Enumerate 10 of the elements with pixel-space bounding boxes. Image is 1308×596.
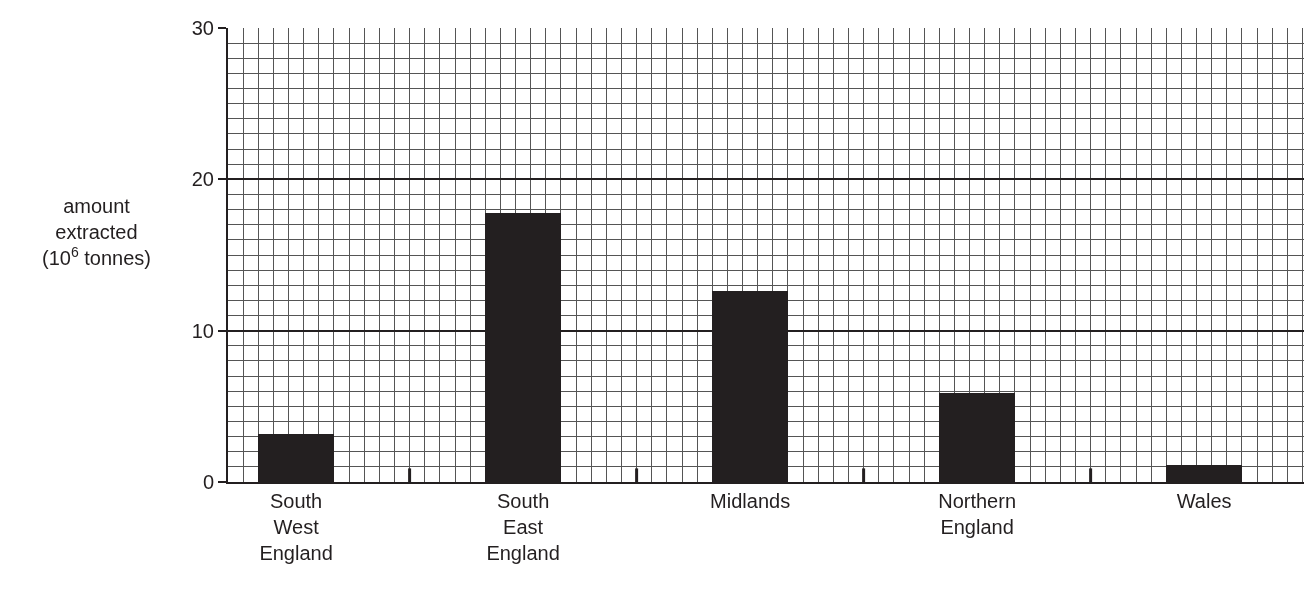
y-tick-label: 0	[202, 471, 214, 493]
y-tick-label: 30	[191, 17, 214, 39]
y-tick-label: 10	[191, 319, 214, 342]
x-tick-label: South West England	[259, 490, 333, 564]
x-tick-label: Wales	[1176, 490, 1232, 512]
y-tick-label: 20	[191, 168, 214, 191]
x-tick-label: Midlands	[710, 490, 791, 512]
x-tick-label: South East England	[486, 490, 560, 564]
y-axis-title: amount extracted (10$^{6}$ tonnes)	[42, 195, 151, 269]
x-tick-label: Northern England	[938, 490, 1017, 538]
